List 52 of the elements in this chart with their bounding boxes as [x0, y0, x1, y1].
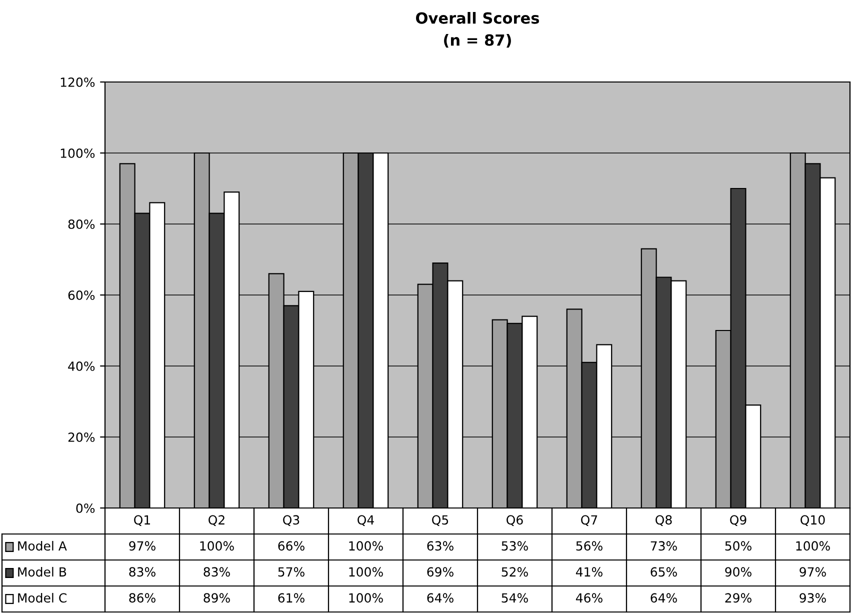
data-label: 54%	[502, 593, 528, 603]
data-label: 83%	[129, 567, 156, 577]
data-label: 100%	[349, 541, 383, 551]
data-label: 90%	[725, 567, 752, 577]
data-label: 100%	[349, 593, 383, 603]
chart-subtitle: (n = 87)	[444, 34, 511, 48]
x-tick-label: Q7	[581, 515, 598, 526]
x-tick-label: Q1	[134, 515, 150, 526]
x-tick-label: Q2	[208, 515, 224, 526]
y-tick-label: 60%	[68, 290, 95, 300]
y-tick-label: 80%	[68, 219, 95, 229]
data-label: 69%	[427, 567, 454, 577]
x-tick-label: Q10	[800, 515, 825, 526]
data-label: 97%	[800, 567, 826, 577]
x-tick-label: Q3	[283, 515, 300, 526]
data-label: 57%	[278, 567, 304, 577]
x-tick-label: Q5	[432, 515, 448, 526]
x-tick-label: Q8	[656, 515, 672, 526]
data-label: 83%	[204, 567, 230, 577]
data-label: 65%	[650, 567, 677, 577]
y-tick-label: 20%	[68, 432, 95, 442]
y-tick-label: 0%	[76, 503, 95, 513]
data-label: 52%	[502, 567, 528, 577]
data-label: 100%	[200, 541, 234, 551]
y-tick-label: 120%	[60, 77, 95, 87]
data-label: 64%	[427, 593, 454, 603]
data-label: 41%	[576, 567, 602, 577]
legend-label: Model A	[18, 540, 67, 551]
data-label: 29%	[725, 593, 752, 603]
data-label: 46%	[576, 593, 602, 603]
legend-label: Model B	[18, 566, 66, 577]
data-label: 100%	[349, 567, 383, 577]
y-tick-label: 40%	[68, 361, 95, 371]
data-label: 73%	[650, 541, 677, 551]
data-label: 97%	[129, 541, 156, 551]
data-label: 64%	[650, 593, 677, 603]
legend-label: Model C	[18, 592, 66, 603]
data-label: 66%	[278, 541, 304, 551]
x-tick-label: Q6	[506, 515, 523, 526]
data-label: 86%	[129, 593, 156, 603]
data-label: 63%	[427, 541, 454, 551]
chart-title: Overall Scores	[416, 12, 540, 24]
x-tick-label: Q9	[730, 515, 746, 526]
data-label: 56%	[576, 541, 602, 551]
data-label: 61%	[278, 593, 304, 603]
data-label: 50%	[725, 541, 752, 551]
data-label: 93%	[800, 593, 826, 603]
data-label: 100%	[796, 541, 830, 551]
data-label: 53%	[502, 541, 528, 551]
data-label: 89%	[204, 593, 230, 603]
x-tick-label: Q4	[358, 515, 374, 526]
y-tick-label: 100%	[60, 148, 95, 158]
